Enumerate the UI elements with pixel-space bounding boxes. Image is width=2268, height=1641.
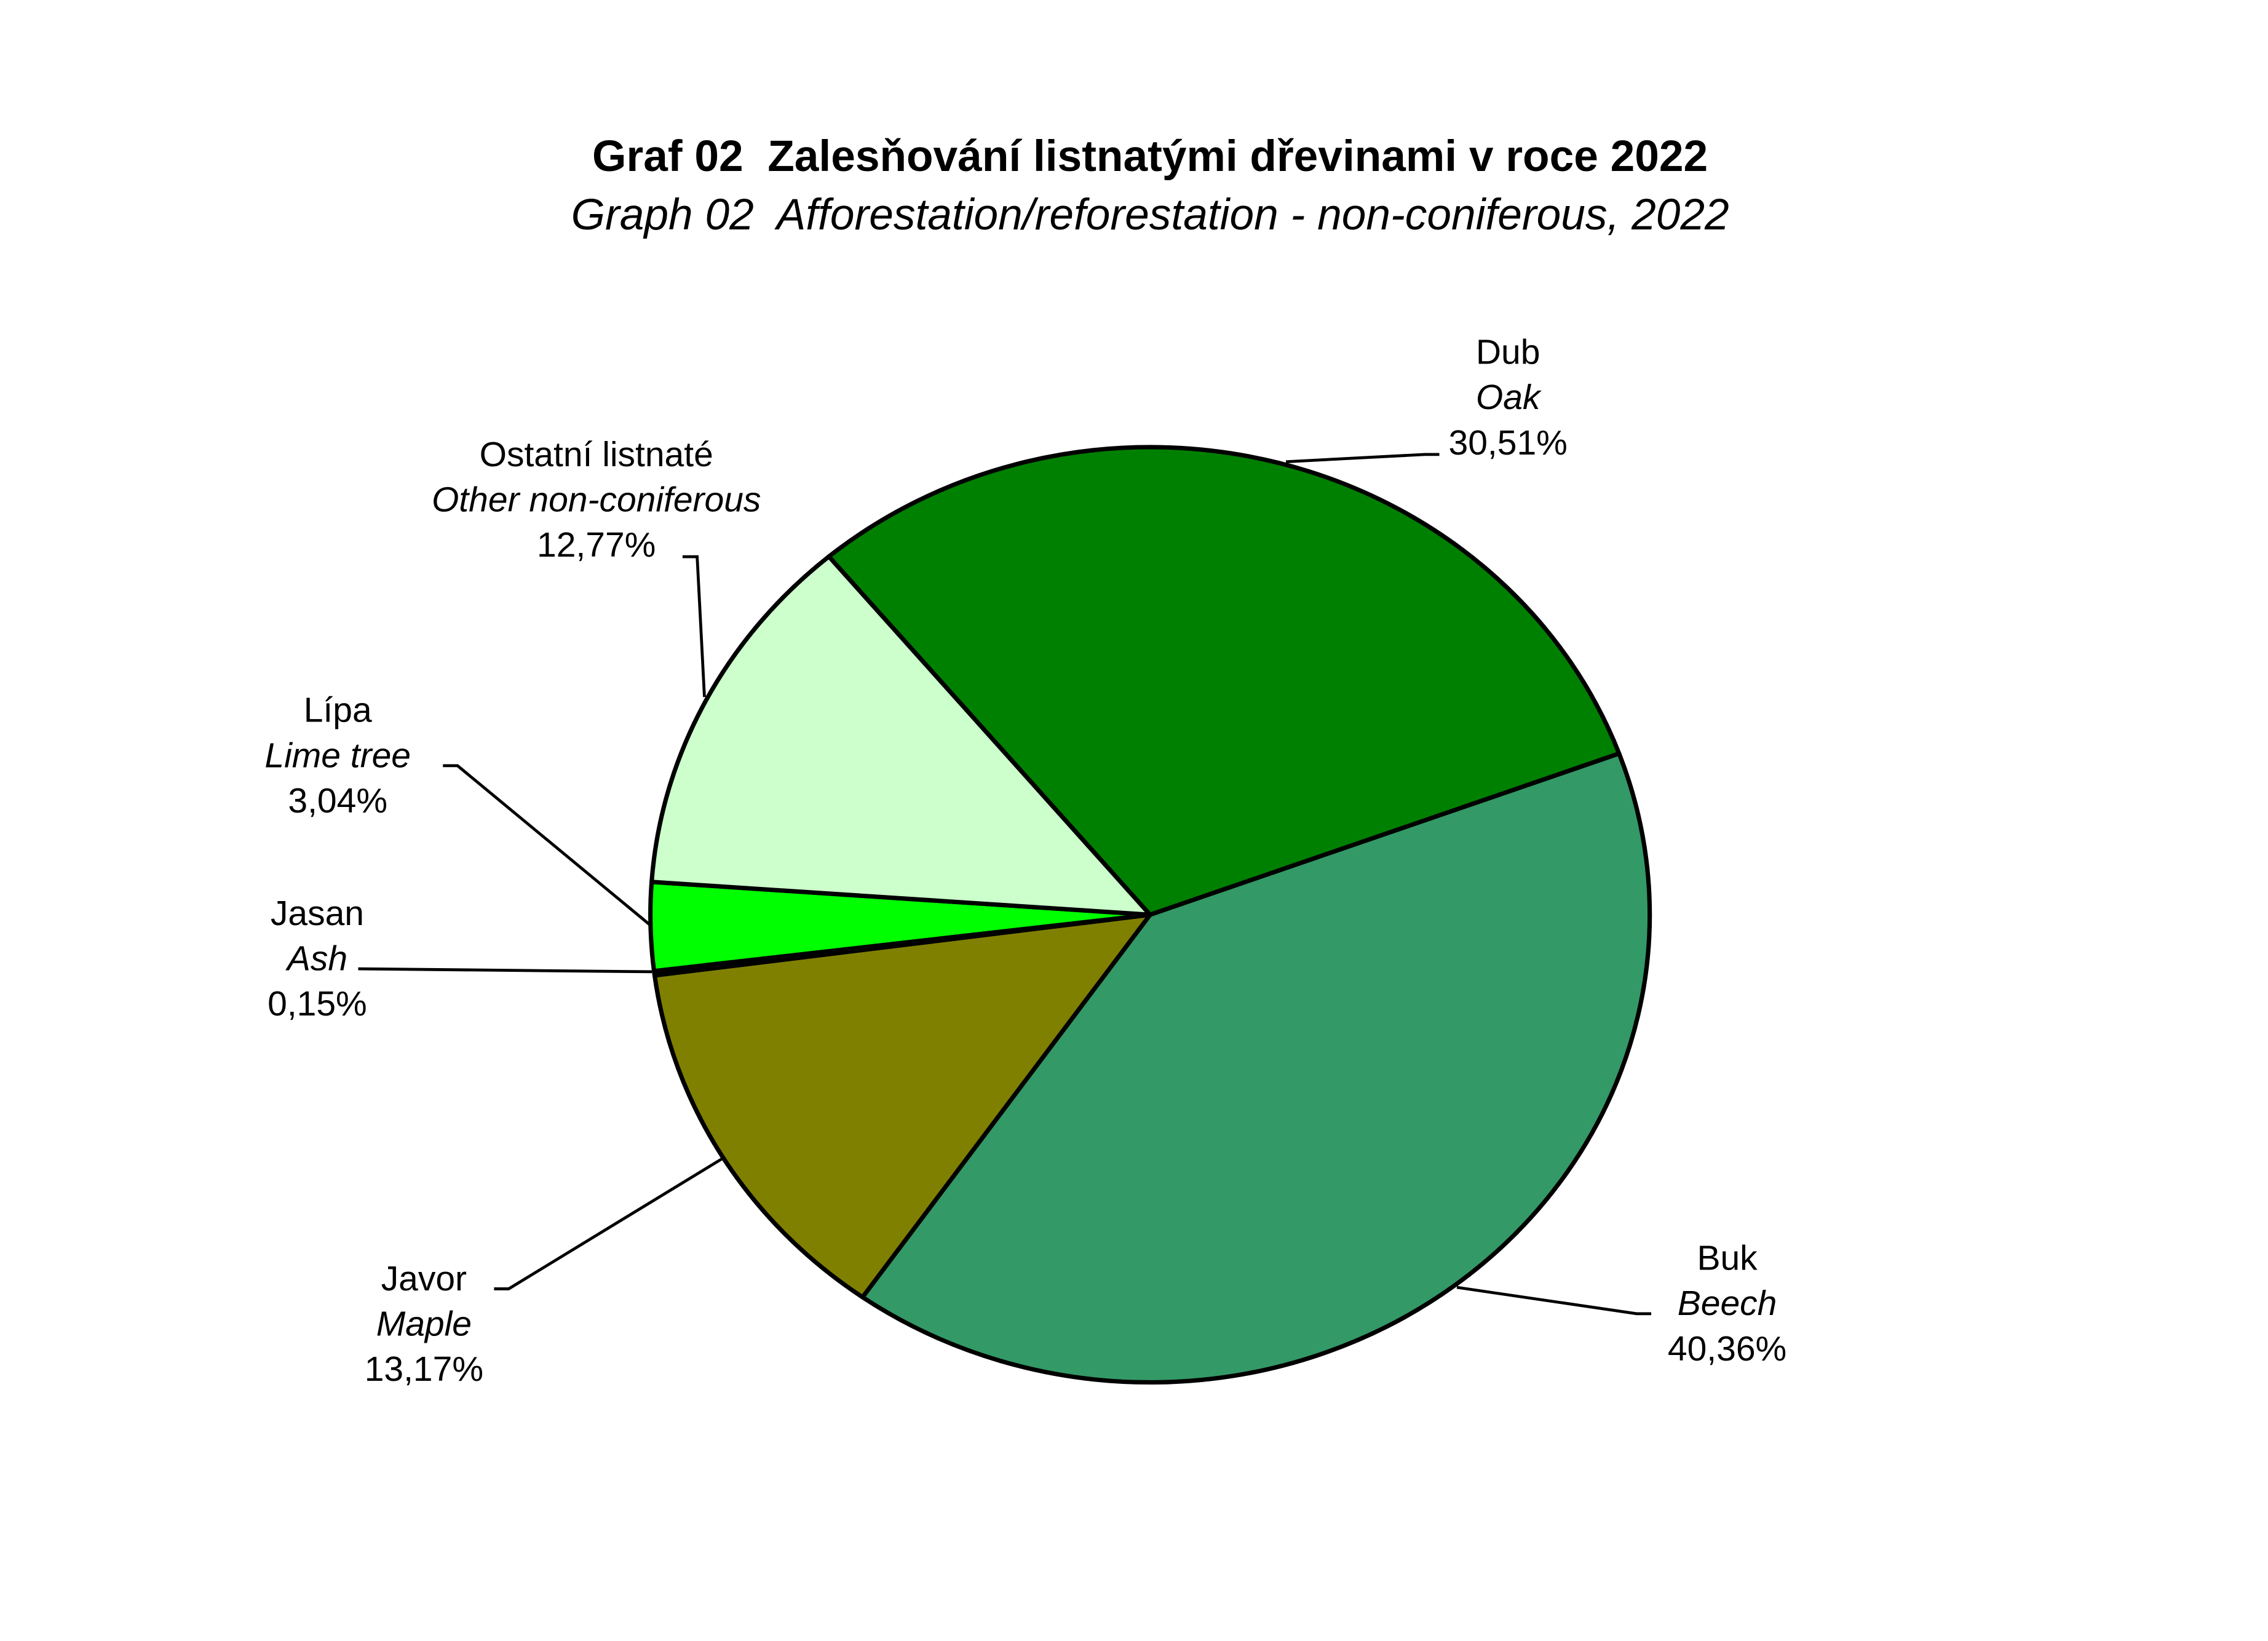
leader-line (358, 967, 652, 974)
leader-line (1285, 453, 1440, 464)
value-label: 40,36% (1668, 1329, 1786, 1369)
slice-label: Lípa (304, 691, 372, 730)
leader-line (682, 555, 706, 697)
value-label: 12,77% (537, 525, 656, 565)
slice-label: Ostatní listnaté (480, 435, 713, 474)
slice-label-en: Lime tree (264, 736, 411, 775)
slice-label: Buk (1697, 1239, 1758, 1278)
chart-subtitle: Graph 02 Afforestation/reforestation - n… (571, 190, 1729, 239)
slice-label: Dub (1476, 333, 1540, 372)
value-label: 13,17% (365, 1349, 483, 1389)
slice-label: Javor (381, 1259, 467, 1298)
slice-label-en: Other non-coniferous (432, 480, 761, 520)
pie-slice (649, 554, 1152, 917)
leader-line (443, 764, 653, 928)
pie-slice (827, 445, 1622, 917)
slice-label-en: Maple (376, 1304, 472, 1343)
leader-line (1456, 1285, 1652, 1316)
slice-label-en: Oak (1476, 378, 1542, 417)
slice-label-en: Beech (1678, 1284, 1777, 1323)
chart-title: Graf 02 Zalesňování listnatými dřevinami… (592, 132, 1708, 181)
pie-slice (860, 751, 1652, 1385)
slice-label: Jasan (271, 894, 364, 933)
value-label: 0,15% (268, 984, 367, 1023)
pie-slice (652, 912, 1152, 1300)
slice-label-en: Ash (285, 939, 347, 979)
value-label: 3,04% (288, 781, 387, 820)
leader-line (494, 1157, 723, 1290)
value-label: 30,51% (1449, 423, 1568, 463)
